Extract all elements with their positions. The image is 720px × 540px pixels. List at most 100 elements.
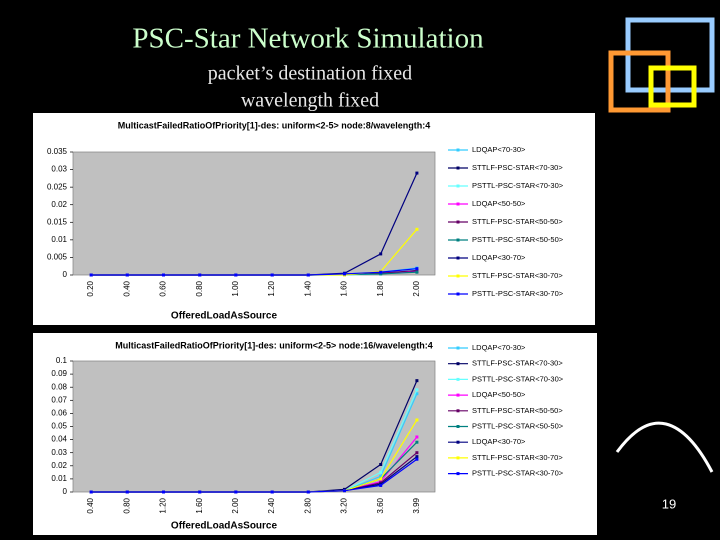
y-tick-label: 0.025 xyxy=(47,182,68,191)
legend-label: STTLF-PSC-STAR<50-50> xyxy=(472,217,563,226)
point-marker xyxy=(379,270,383,274)
point-marker xyxy=(415,435,419,439)
x-tick-label: 2.80 xyxy=(303,497,312,513)
legend-label: LDQAP<50-50> xyxy=(472,390,526,399)
y-tick-label: 0.01 xyxy=(51,474,67,483)
plot-area xyxy=(72,360,436,493)
y-tick-label: 0.09 xyxy=(51,369,67,378)
legend-label: LDQAP<70-30> xyxy=(472,343,526,352)
point-marker xyxy=(379,474,383,478)
point-marker xyxy=(306,490,310,494)
point-marker xyxy=(415,455,419,459)
series-line xyxy=(91,268,417,276)
legend-marker xyxy=(456,472,460,476)
legend-label: STTLF-PSC-STAR<30-70> xyxy=(472,271,563,280)
point-marker xyxy=(415,270,419,274)
point-marker xyxy=(89,273,93,277)
legend-marker xyxy=(456,166,460,170)
subtitle: wavelength fixed xyxy=(241,90,379,112)
point-marker xyxy=(379,252,383,256)
point-marker xyxy=(234,490,238,494)
legend-label: LDQAP<30-70> xyxy=(472,253,526,262)
point-marker xyxy=(415,268,419,272)
point-marker xyxy=(415,388,419,392)
legend-marker xyxy=(456,456,460,460)
y-tick-label: 0 xyxy=(63,487,68,496)
point-marker xyxy=(379,470,383,474)
chart-title: MulticastFailedRatioOfPriority[1]-des: u… xyxy=(115,340,433,350)
y-tick-label: 0.03 xyxy=(51,165,67,174)
point-marker xyxy=(198,273,202,277)
legend-marker xyxy=(456,292,460,296)
point-marker xyxy=(162,490,165,494)
x-tick-label: 3.60 xyxy=(376,497,385,513)
legend-marker xyxy=(456,220,460,224)
legend-label: STTLF-PSC-STAR<70-30> xyxy=(472,359,563,368)
legend-label: STTLF-PSC-STAR<70-30> xyxy=(472,163,563,172)
x-tick-label: 1.40 xyxy=(303,280,312,296)
y-tick-label: 0.035 xyxy=(47,147,68,156)
legend-label: LDQAP<70-30> xyxy=(472,145,526,154)
legend-label: STTLF-PSC-STAR<30-70> xyxy=(472,453,563,462)
point-marker xyxy=(415,267,419,271)
legend-marker xyxy=(456,362,460,366)
x-tick-label: 1.80 xyxy=(376,280,385,296)
x-tick-label: 0.80 xyxy=(195,280,204,296)
point-marker xyxy=(379,477,383,481)
point-marker xyxy=(379,483,383,487)
legend-marker xyxy=(456,238,460,242)
y-tick-label: 0.005 xyxy=(47,253,68,262)
y-tick-label: 0.08 xyxy=(51,382,67,391)
point-marker xyxy=(415,171,419,175)
y-tick-label: 0.05 xyxy=(51,422,67,431)
series-line xyxy=(91,458,418,493)
legend-label: PSTTL-PSC-STAR<50-50> xyxy=(472,235,564,244)
point-marker xyxy=(343,272,346,276)
point-marker xyxy=(270,490,274,494)
legend-label: PSTTL-PSC-STAR<70-30> xyxy=(472,181,564,190)
y-tick-label: 0.06 xyxy=(51,409,67,418)
legend-marker xyxy=(456,346,460,350)
x-tick-label: 1.00 xyxy=(231,280,240,296)
slide-title: PSC-Star Network Simulation xyxy=(132,23,484,55)
x-tick-label: 0.80 xyxy=(122,497,131,513)
x-tick-label: 2.00 xyxy=(231,497,240,513)
point-marker xyxy=(270,273,274,277)
point-marker xyxy=(415,392,419,396)
x-tick-label: 2.00 xyxy=(412,280,421,296)
point-marker xyxy=(234,273,238,277)
legend-marker xyxy=(456,409,460,413)
point-marker xyxy=(415,418,419,422)
point-marker xyxy=(379,462,383,466)
plot-area xyxy=(72,151,436,276)
point-marker xyxy=(415,440,419,444)
decor-square xyxy=(648,65,697,108)
point-marker xyxy=(415,379,419,383)
legend-label: LDQAP<50-50> xyxy=(472,199,526,208)
x-axis-label: OfferedLoadAsSource xyxy=(171,311,278,322)
legend-marker xyxy=(456,393,460,397)
point-marker xyxy=(125,273,129,277)
legend-marker xyxy=(456,274,460,278)
y-tick-label: 0 xyxy=(63,270,68,279)
x-tick-label: 3.20 xyxy=(340,497,349,513)
y-tick-label: 0.02 xyxy=(51,200,67,209)
subtitle: packet’s destination fixed xyxy=(208,63,412,85)
decor-square xyxy=(608,50,671,113)
y-tick-label: 0.015 xyxy=(47,217,68,226)
y-tick-label: 0.07 xyxy=(51,395,67,404)
y-tick-label: 0.04 xyxy=(51,435,67,444)
legend-label: LDQAP<30-70> xyxy=(472,437,526,446)
x-tick-label: 1.20 xyxy=(159,497,168,513)
x-axis-label: OfferedLoadAsSource xyxy=(171,521,278,532)
point-marker xyxy=(198,490,202,494)
legend-marker xyxy=(456,184,460,188)
point-marker xyxy=(306,273,310,277)
decor-curve xyxy=(615,421,714,473)
point-marker xyxy=(415,451,419,455)
legend-marker xyxy=(456,440,460,444)
y-tick-label: 0.01 xyxy=(51,235,67,244)
point-marker xyxy=(89,490,93,494)
legend-marker xyxy=(456,256,460,260)
